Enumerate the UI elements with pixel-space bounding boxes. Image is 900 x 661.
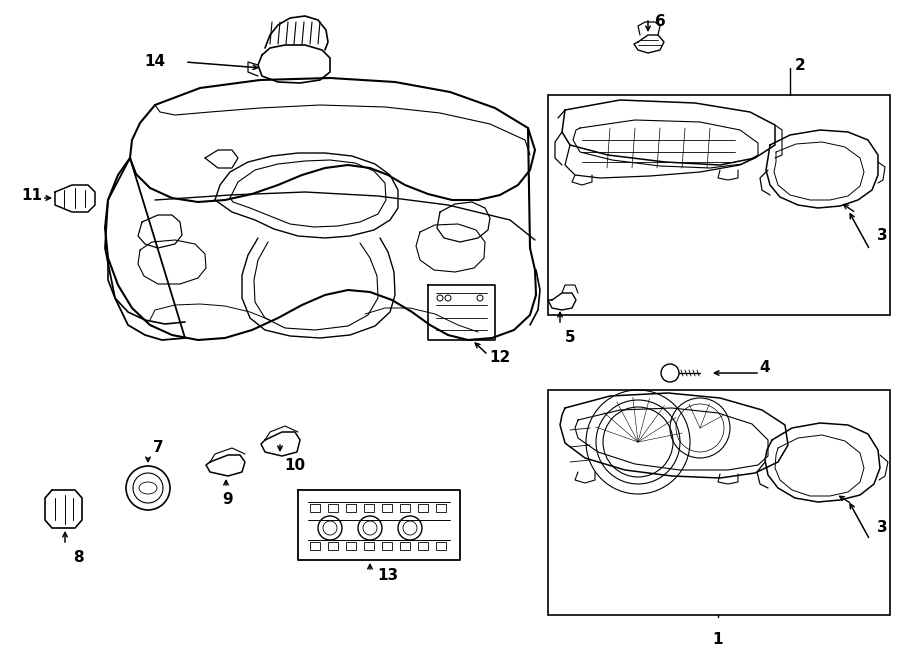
- Bar: [328, 504, 338, 512]
- Text: 4: 4: [760, 360, 770, 375]
- Text: 3: 3: [877, 227, 887, 243]
- Bar: [436, 542, 446, 550]
- Bar: [364, 542, 374, 550]
- Text: 1: 1: [713, 633, 724, 648]
- Bar: [364, 504, 374, 512]
- Bar: [382, 542, 392, 550]
- Text: 12: 12: [490, 350, 510, 366]
- Text: 13: 13: [377, 568, 399, 582]
- Text: 5: 5: [564, 330, 575, 346]
- Bar: [548, 95, 890, 315]
- Text: 14: 14: [144, 54, 166, 69]
- Bar: [418, 504, 428, 512]
- Bar: [310, 504, 320, 512]
- Text: 3: 3: [877, 520, 887, 535]
- Bar: [328, 542, 338, 550]
- Text: 6: 6: [654, 15, 665, 30]
- Bar: [418, 542, 428, 550]
- Bar: [400, 504, 410, 512]
- Bar: [346, 542, 356, 550]
- Text: 8: 8: [73, 551, 84, 566]
- Bar: [436, 504, 446, 512]
- Text: 2: 2: [795, 58, 806, 73]
- Bar: [346, 504, 356, 512]
- Bar: [548, 390, 890, 615]
- Text: 11: 11: [22, 188, 42, 202]
- Text: 7: 7: [153, 440, 163, 455]
- Bar: [400, 542, 410, 550]
- Text: 10: 10: [284, 457, 306, 473]
- Bar: [310, 542, 320, 550]
- Bar: [382, 504, 392, 512]
- Text: 9: 9: [222, 492, 233, 508]
